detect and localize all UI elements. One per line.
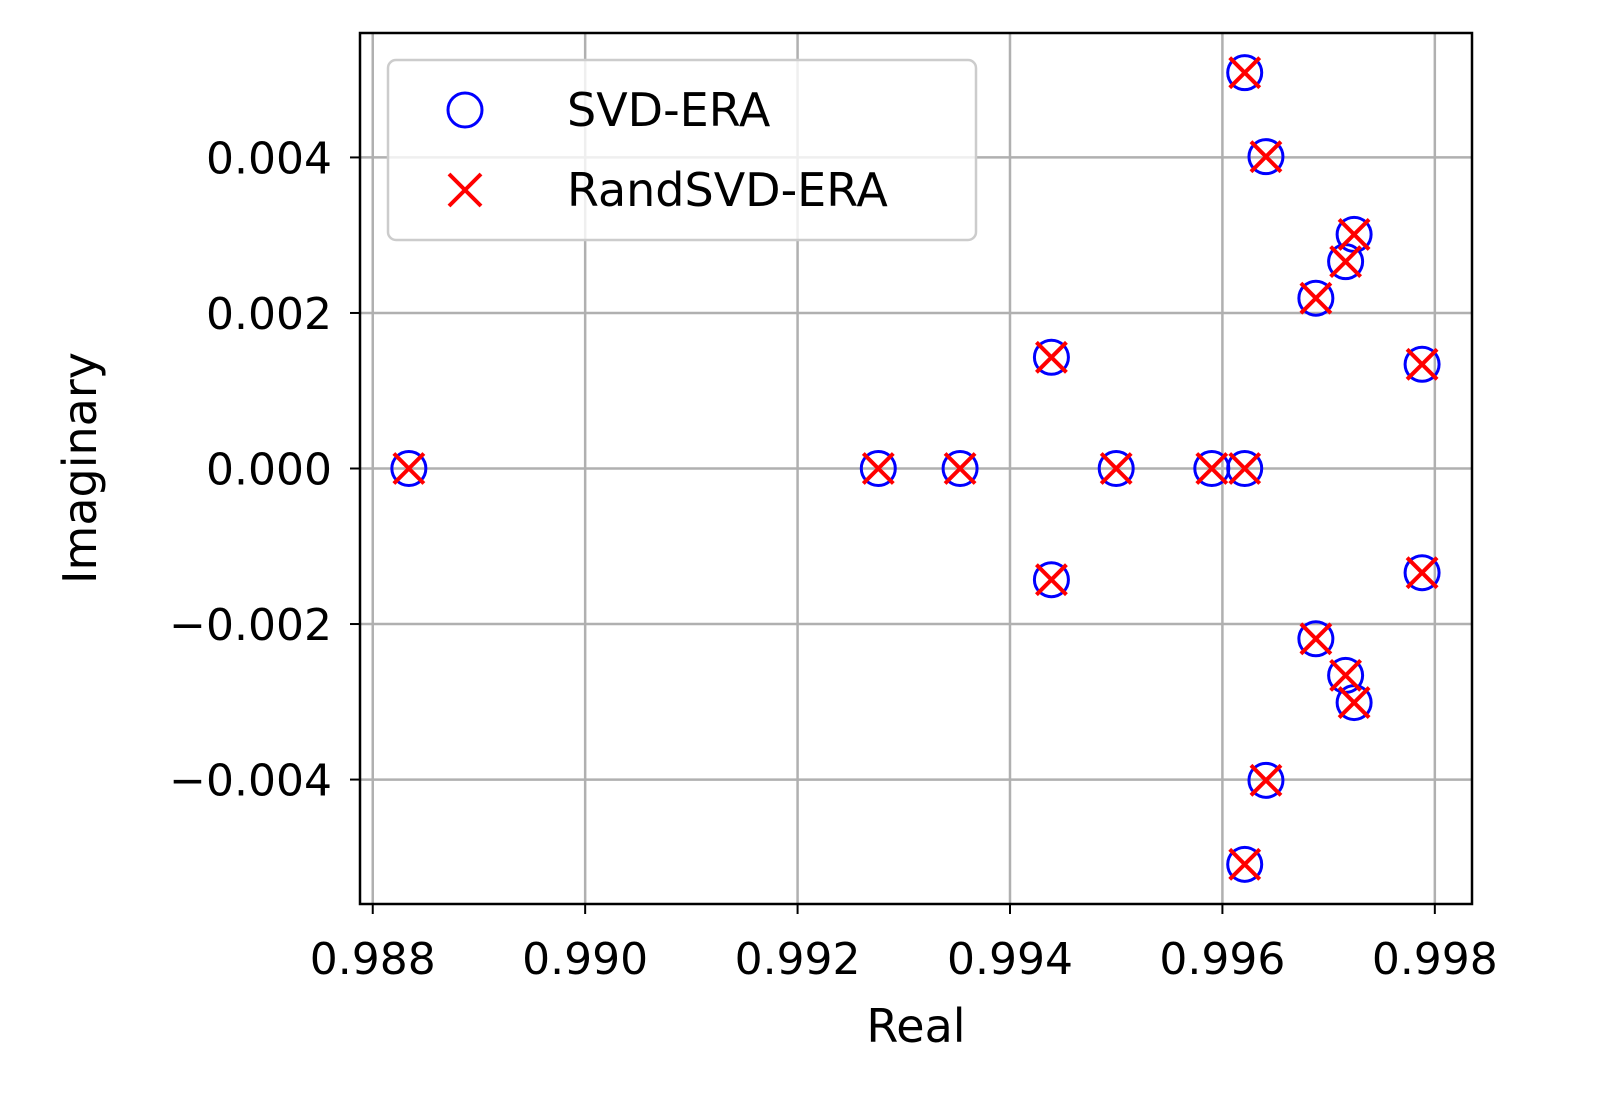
x-marker-stroke xyxy=(392,452,426,485)
x-marker-stroke xyxy=(1035,340,1068,374)
svd-era-point xyxy=(1097,450,1135,487)
x-marker-stroke xyxy=(1035,563,1068,597)
randsvd-era-point xyxy=(1337,686,1371,719)
randsvd-era-point xyxy=(1035,340,1068,374)
y-tick-label: 0.004 xyxy=(206,133,332,184)
legend-label-randsvd-era: RandSVD-ERA xyxy=(567,163,888,217)
svd-era-point xyxy=(1297,279,1335,317)
x-marker-stroke xyxy=(1405,347,1439,381)
legend-circle-marker xyxy=(446,91,484,129)
randsvd-era-point xyxy=(1299,622,1333,656)
y-axis-ticks: −0.004 −0.002 0.000 0.002 0.004 xyxy=(169,133,360,807)
x-marker-stroke xyxy=(1329,245,1363,279)
x-marker-stroke xyxy=(1329,658,1363,692)
randsvd-era-point xyxy=(1228,847,1262,881)
y-tick-label: 0.000 xyxy=(206,445,332,496)
x-marker-stroke xyxy=(1299,622,1333,656)
x-tick-label: 0.998 xyxy=(1372,934,1498,985)
x-axis-ticks: 0.988 0.990 0.992 0.994 0.996 0.998 xyxy=(310,904,1498,985)
data-points xyxy=(390,54,1441,883)
x-tick-label: 0.990 xyxy=(522,934,648,985)
randsvd-era-point xyxy=(1249,140,1283,174)
y-tick-label: 0.002 xyxy=(206,289,332,340)
svd-era-point xyxy=(1226,845,1264,883)
plot-frame xyxy=(358,31,1474,906)
svd-era-point xyxy=(941,450,979,487)
randsvd-era-point xyxy=(1405,347,1439,381)
randsvd-era-point xyxy=(392,452,426,485)
x-marker-stroke xyxy=(861,452,895,485)
legend-label-svd-era: SVD-ERA xyxy=(567,83,771,137)
svd-era-point xyxy=(1247,138,1285,176)
x-marker-stroke xyxy=(1337,686,1371,719)
x-marker-stroke xyxy=(1195,452,1229,485)
randsvd-era-point xyxy=(1035,563,1068,597)
y-tick-label: −0.004 xyxy=(169,756,332,807)
x-marker-stroke xyxy=(1249,140,1283,174)
x-marker-stroke xyxy=(1405,556,1439,590)
svd-era-point xyxy=(1247,761,1285,799)
randsvd-era-point xyxy=(943,452,977,485)
svd-era-point xyxy=(1032,561,1070,599)
randsvd-era-point xyxy=(1099,452,1133,485)
randsvd-era-point xyxy=(1228,56,1262,90)
svd-era-point xyxy=(1032,338,1070,376)
svd-era-point xyxy=(859,450,897,487)
randsvd-era-point xyxy=(861,452,895,485)
x-marker-stroke xyxy=(1337,218,1371,251)
svd-era-point xyxy=(1403,345,1441,383)
x-marker-stroke xyxy=(943,452,977,485)
randsvd-era-point xyxy=(1329,658,1363,692)
x-tick-label: 0.996 xyxy=(1159,934,1285,985)
legend-x-marker xyxy=(447,172,483,208)
randsvd-era-point xyxy=(1329,245,1363,279)
randsvd-era-point xyxy=(1405,556,1439,590)
legend: SVD-ERA RandSVD-ERA xyxy=(386,58,978,242)
svd-era-point xyxy=(1226,54,1264,92)
x-tick-label: 0.988 xyxy=(310,934,436,985)
x-marker-stroke xyxy=(1228,847,1262,881)
x-marker-stroke xyxy=(1228,452,1262,485)
randsvd-era-point xyxy=(1195,452,1229,485)
x-marker-stroke xyxy=(1228,56,1262,90)
x-tick-label: 0.994 xyxy=(947,934,1073,985)
randsvd-era-point xyxy=(1228,452,1262,485)
svd-era-point xyxy=(390,450,428,487)
svd-era-point xyxy=(1226,450,1264,487)
y-tick-label: −0.002 xyxy=(169,600,332,651)
legend-box xyxy=(386,58,978,242)
svd-era-point xyxy=(1403,554,1441,592)
x-tick-label: 0.992 xyxy=(735,934,861,985)
svd-era-point xyxy=(1297,620,1335,658)
randsvd-era-point xyxy=(1299,281,1333,315)
randsvd-era-point xyxy=(1249,763,1283,797)
y-axis-label: Imaginary xyxy=(53,352,107,584)
x-marker-stroke xyxy=(1299,281,1333,315)
x-marker-stroke xyxy=(1099,452,1133,485)
x-marker-stroke xyxy=(1249,763,1283,797)
randsvd-era-point xyxy=(1337,218,1371,251)
x-axis-label: Real xyxy=(866,999,965,1053)
